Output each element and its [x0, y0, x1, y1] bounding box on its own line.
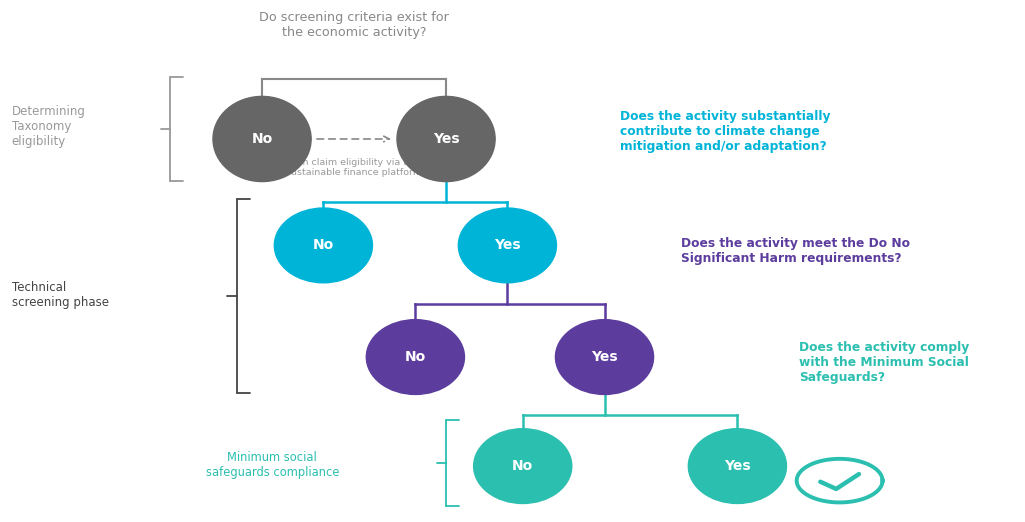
Text: Does the activity substantially
contribute to climate change
mitigation and/or a: Does the activity substantially contribu… [620, 110, 830, 153]
Ellipse shape [366, 319, 464, 395]
Ellipse shape [474, 429, 572, 504]
Ellipse shape [213, 97, 312, 182]
Text: Determining
Taxonomy
eligibility: Determining Taxonomy eligibility [11, 104, 85, 148]
Ellipse shape [458, 208, 557, 283]
Text: No: No [313, 239, 334, 253]
Ellipse shape [689, 429, 786, 504]
Ellipse shape [556, 319, 654, 395]
Text: Yes: Yes [724, 459, 750, 473]
Text: Yes: Yes [591, 350, 618, 364]
Text: Do screening criteria exist for
the economic activity?: Do screening criteria exist for the econ… [259, 11, 449, 39]
Text: Yes: Yes [494, 239, 521, 253]
Text: Can claim eligibility via the
sustainable finance platform: Can claim eligibility via the sustainabl… [286, 158, 422, 177]
Text: No: No [512, 459, 533, 473]
Text: No: No [251, 132, 273, 146]
Ellipse shape [275, 208, 372, 283]
Text: Minimum social
safeguards compliance: Minimum social safeguards compliance [206, 450, 339, 479]
Ellipse shape [397, 97, 495, 182]
Text: Does the activity meet the Do No
Significant Harm requirements?: Does the activity meet the Do No Signifi… [682, 236, 910, 265]
Text: Does the activity comply
with the Minimum Social
Safeguards?: Does the activity comply with the Minimu… [798, 341, 969, 384]
Text: No: No [405, 350, 426, 364]
Text: Technical
screening phase: Technical screening phase [11, 281, 109, 309]
Text: Yes: Yes [433, 132, 459, 146]
